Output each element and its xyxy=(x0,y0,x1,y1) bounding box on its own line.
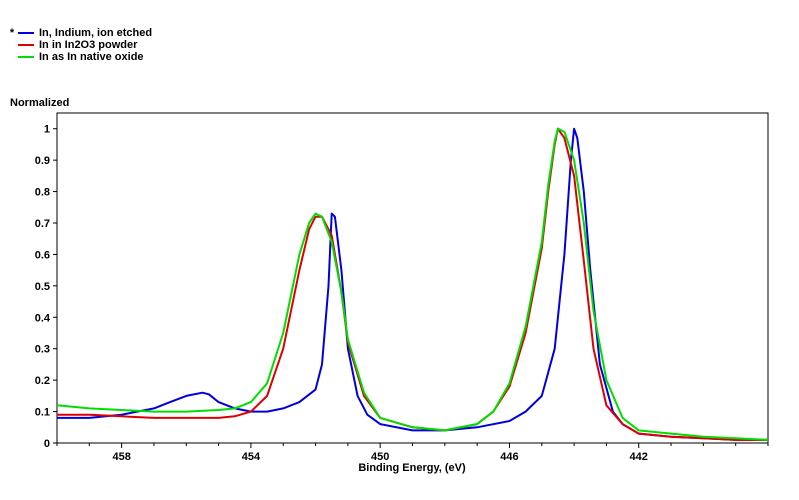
y-tick-label: 0.8 xyxy=(35,187,50,199)
y-tick-label: 0.6 xyxy=(35,249,50,261)
legend-swatch-red xyxy=(18,44,34,46)
y-axis-title: Normalized xyxy=(10,97,70,109)
plot-area-frame xyxy=(56,112,769,444)
x-tick-label: 458 xyxy=(112,451,130,463)
y-axis: 0 0.1 0.2 0.3 0.4 0.5 0.6 0.7 0.8 0.9 1 xyxy=(35,124,57,450)
series-line-2 xyxy=(56,127,769,441)
legend-swatch-green xyxy=(18,56,34,58)
legend-swatch-blue xyxy=(18,32,34,34)
x-axis-title: Binding Energy, (eV) xyxy=(358,462,466,474)
x-tick-label: 454 xyxy=(242,451,261,463)
legend-item: In as In native oxide xyxy=(6,51,152,63)
legend-item: In in In2O3 powder xyxy=(6,39,152,51)
y-tick-label: 0.4 xyxy=(35,312,51,324)
legend-item: * In, Indium, ion etched xyxy=(6,27,152,39)
y-tick-label: 0.5 xyxy=(35,281,50,293)
y-tick-label: 0.1 xyxy=(35,407,50,419)
y-tick-label: 1 xyxy=(44,124,50,136)
legend-asterisk-marker: * xyxy=(9,27,15,39)
x-tick-label: 442 xyxy=(630,451,648,463)
series-layer xyxy=(56,127,769,441)
legend-label: In as In native oxide xyxy=(39,51,144,63)
chart-legend: * In, Indium, ion etched In in In2O3 pow… xyxy=(6,27,152,63)
y-tick-label: 0.9 xyxy=(35,155,50,167)
legend-label: In in In2O3 powder xyxy=(39,39,138,51)
legend-label: In, Indium, ion etched xyxy=(39,27,153,39)
y-tick-label: 0.3 xyxy=(35,344,50,356)
x-tick-label: 446 xyxy=(500,451,518,463)
y-tick-label: 0.2 xyxy=(35,375,50,387)
y-tick-label: 0.7 xyxy=(35,218,50,230)
x-axis: 458 454 450 446 442 xyxy=(56,443,769,463)
x-tick-label: 450 xyxy=(371,451,389,463)
y-tick-label: 0 xyxy=(44,438,50,450)
